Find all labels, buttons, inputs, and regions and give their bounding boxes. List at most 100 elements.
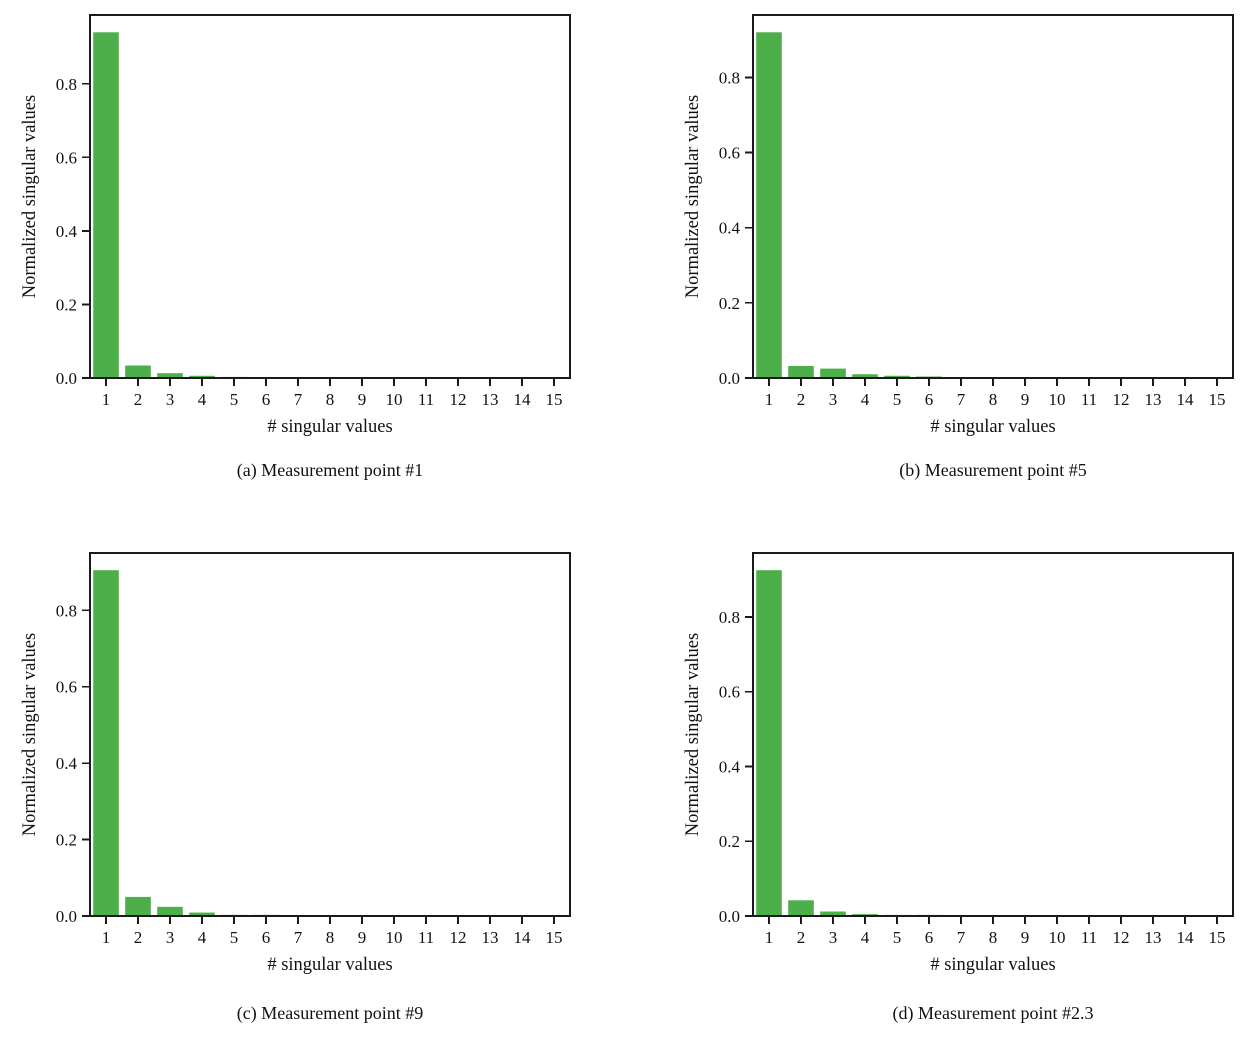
y-axis-label: Normalized singular values [683,633,703,836]
subplot-b-chart: 1 2 3 4 5 6 7 8 9 10 11 12 13 14 150.00.20.40.60.8# si… [683,14,1234,437]
x-tick-label: 5 [230,928,239,947]
subplot-b: 1 2 3 4 5 6 7 8 9 10 11 12 13 14 15 0.0 0.2 0.4 0.6 0.8 # si… [626,0,1252,521]
x-tick-label: 1 [765,390,774,409]
x-tick-label: 15 [1209,390,1226,409]
plot-box [89,552,571,917]
x-tick-label: 3 [829,928,838,947]
x-tick-label: 15 [546,928,563,947]
bar-sv1 [93,32,119,378]
bar-sv3 [157,906,183,916]
x-tick-label: 7 [294,390,303,409]
subplot-a-caption: (a) Measurement point #1 [236,460,424,480]
y-tick-label: 0.6 [719,144,740,163]
x-tick-label: 13 [1145,928,1162,947]
subplot-c: 1 2 3 4 5 6 7 8 9 10 11 12 13 14 15 0.0 0.2 0.4 0.6 0.8 # si… [0,521,626,1043]
x-tick-label: 13 [1145,390,1162,409]
x-axis-label: # singular values [930,955,1055,975]
x-tick-label: 10 [1049,390,1066,409]
bar-sv3 [820,911,846,916]
x-tick-label: 6 [925,928,934,947]
subplot-d: 1 2 3 4 5 6 7 8 9 10 11 12 13 14 15 0.0 0.2 0.4 0.6 0.8 # si… [626,521,1252,1043]
y-axis-label: Normalized singular values [683,95,703,298]
subplot-c-caption: (c) Measurement point #9 [236,1003,424,1023]
x-tick-label: 4 [861,928,870,947]
x-tick-label: 7 [294,928,303,947]
x-tick-label: 10 [386,928,403,947]
x-tick-label: 1 [102,928,111,947]
x-tick-label: 6 [262,928,271,947]
x-tick-label: 15 [1209,928,1226,947]
x-tick-label: 15 [546,390,563,409]
y-tick-label: 0.0 [719,907,740,926]
x-tick-label: 12 [1113,928,1130,947]
y-tick-label: 0.0 [56,907,77,926]
y-tick-label: 0.0 [56,369,77,388]
x-tick-label: 4 [861,390,870,409]
x-tick-label: 8 [326,928,335,947]
x-axis-label: # singular values [267,955,392,975]
y-tick-label: 0.4 [719,757,741,776]
x-tick-label: 10 [386,390,403,409]
bar-sv2 [788,900,814,916]
x-tick-label: 5 [893,390,902,409]
x-tick-label: 8 [989,390,998,409]
y-tick-label: 0.6 [56,148,77,167]
x-tick-label: 11 [1081,928,1097,947]
bar-sv1 [756,32,782,378]
x-tick-label: 3 [166,390,175,409]
x-tick-label: 14 [1177,928,1195,947]
y-tick-label: 0.8 [719,68,740,87]
y-tick-label: 0.0 [719,369,740,388]
y-tick-label: 0.8 [719,608,740,627]
y-tick-label: 0.4 [56,222,78,241]
x-tick-label: 9 [358,390,367,409]
bar-sv4 [189,912,215,916]
x-tick-label: 4 [198,390,207,409]
bar-sv4 [852,914,878,916]
x-axis-label: # singular values [930,417,1055,437]
x-tick-label: 9 [358,928,367,947]
bar-sv2 [125,896,151,916]
x-tick-label: 1 [765,928,774,947]
y-tick-label: 0.6 [719,683,740,702]
y-axis-label: Normalized singular values [20,633,40,836]
subplot-d-caption: (d) Measurement point #2.3 [892,1003,1094,1023]
y-tick-label: 0.6 [56,678,77,697]
bar-sv1 [756,570,782,916]
x-tick-label: 2 [797,928,806,947]
x-axis-label: # singular values [267,417,392,437]
x-tick-label: 14 [514,928,532,947]
x-tick-label: 7 [957,390,966,409]
bar-sv4 [189,375,215,378]
x-tick-label: 12 [450,390,467,409]
y-tick-label: 0.8 [56,75,77,94]
subplot-b-caption: (b) Measurement point #5 [899,460,1087,480]
x-tick-label: 9 [1021,928,1030,947]
x-tick-label: 6 [262,390,271,409]
x-tick-label: 11 [418,928,434,947]
x-tick-label: 1 [102,390,111,409]
x-tick-label: 14 [514,390,532,409]
x-tick-label: 4 [198,928,207,947]
bar-sv2 [125,365,151,378]
x-tick-label: 13 [482,390,499,409]
y-tick-label: 0.4 [56,754,78,773]
bar-sv3 [820,368,846,378]
y-tick-label: 0.8 [56,601,77,620]
x-tick-label: 13 [482,928,499,947]
x-tick-label: 9 [1021,390,1030,409]
y-tick-label: 0.2 [56,295,77,314]
plot-box [752,552,1234,917]
x-tick-label: 11 [1081,390,1097,409]
y-tick-label: 0.2 [719,832,740,851]
x-tick-label: 12 [1113,390,1130,409]
bar-sv4 [852,374,878,378]
x-tick-label: 11 [418,390,434,409]
x-tick-label: 2 [134,928,143,947]
x-tick-label: 10 [1049,928,1066,947]
subplot-d-chart: 1 2 3 4 5 6 7 8 9 10 11 12 13 14 150.00.20.40.60.8# si… [683,552,1234,975]
bar-sv3 [157,373,183,378]
x-tick-label: 8 [989,928,998,947]
subplot-c-chart: 1 2 3 4 5 6 7 8 9 10 11 12 13 14 150.00.20.40.60.8# si… [20,552,571,975]
